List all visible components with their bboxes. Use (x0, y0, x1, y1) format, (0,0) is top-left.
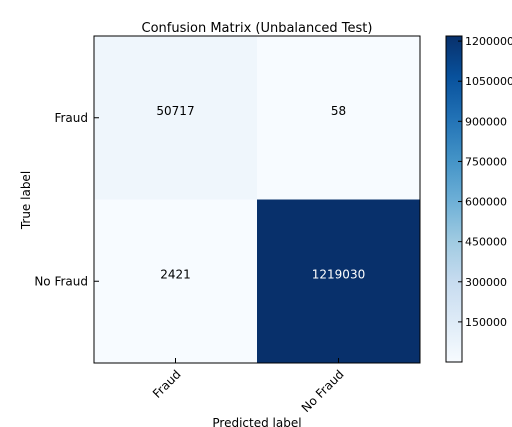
heatmap-cell (94, 36, 257, 200)
colorbar-tick-label: 900000 (465, 115, 507, 128)
y-axis-label: True label (19, 171, 33, 230)
heatmap-cell (257, 36, 420, 200)
y-axis-ticks: Fraud No Fraud (34, 111, 99, 288)
colorbar-tick-label: 750000 (465, 155, 507, 168)
y-tick-label: Fraud (54, 111, 88, 125)
cell-value-label: 1219030 (312, 267, 365, 281)
colorbar (445, 35, 463, 363)
x-tick-label: No Fraud (299, 367, 347, 415)
colorbar-tick-label: 1200000 (465, 35, 512, 48)
cell-value-label: 50717 (156, 104, 194, 118)
colorbar-ticks: 150000 300000 450000 600000 750000 900000 1050… (458, 35, 512, 329)
heatmap-cell (94, 199, 257, 363)
y-tick-label: No Fraud (34, 274, 88, 288)
chart-title: Confusion Matrix (Unbalanced Test) (142, 21, 373, 36)
cell-value-label: 58 (331, 104, 346, 118)
colorbar-tick-label: 150000 (465, 316, 507, 329)
x-axis-label: Predicted label (212, 416, 301, 427)
heatmap-cell (257, 199, 420, 363)
heatmap-cells: 50717 58 2421 1219030 (94, 36, 420, 363)
colorbar-tick-label: 450000 (465, 236, 507, 249)
cell-value-label: 2421 (160, 267, 191, 281)
x-axis-ticks: Fraud No Fraud (150, 358, 347, 415)
plot-frame (93, 35, 421, 364)
x-tick-label: Fraud (150, 367, 184, 401)
colorbar-tick-label: 1050000 (465, 75, 512, 88)
colorbar-tick-label: 300000 (465, 276, 507, 289)
colorbar-tick-label: 600000 (465, 196, 507, 209)
